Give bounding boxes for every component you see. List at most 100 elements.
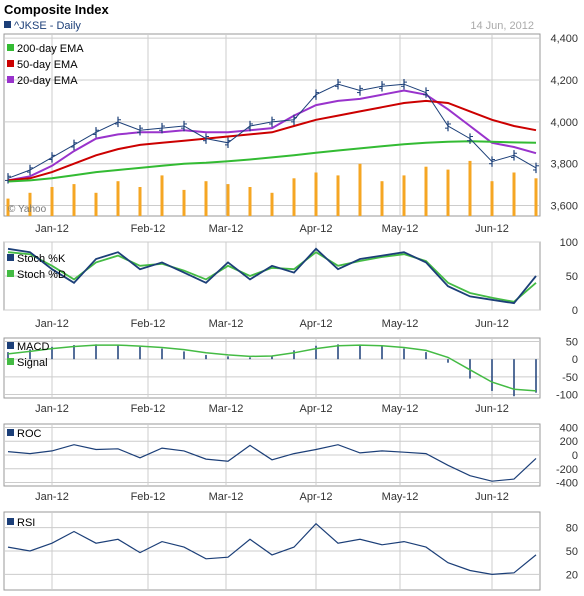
legend-stoch-d-swatch	[7, 270, 14, 277]
volume-bar	[94, 192, 98, 216]
signal-line	[7, 344, 537, 392]
stoch-d-line	[7, 251, 537, 303]
legend-rsi-label: RSI	[17, 517, 35, 529]
y-tick-label: 50	[566, 337, 578, 349]
x-tick-label: Jun-12	[475, 223, 509, 235]
x-tick-label: Jan-12	[35, 318, 69, 330]
volume-bar	[182, 189, 186, 216]
legend-ema-swatch	[7, 44, 14, 51]
volume-bar	[446, 169, 450, 216]
y-tick-label: 80	[566, 523, 578, 535]
y-tick-label: 0	[572, 305, 578, 317]
legend-ema-label: 20-day EMA	[17, 75, 78, 87]
volume-bar	[402, 175, 406, 216]
legend-stoch-k-label: Stoch %K	[17, 253, 66, 265]
y-tick-label: 0	[572, 354, 578, 366]
y-tick-label: 0	[572, 450, 578, 462]
y-tick-label: 100	[560, 237, 578, 249]
volume-bar	[50, 187, 54, 216]
y-tick-label: 4,400	[550, 33, 578, 45]
volume-bar	[160, 175, 164, 216]
legend-macd-label: MACD	[17, 341, 49, 353]
x-tick-label: Jan-12	[35, 403, 69, 415]
y-tick-label: -100	[556, 389, 578, 401]
y-tick-label: -400	[556, 478, 578, 490]
watermark: © Yahoo	[8, 204, 47, 215]
volume-bar	[248, 187, 252, 216]
y-tick-label: -200	[556, 464, 578, 476]
volume-bar	[6, 198, 10, 216]
x-tick-label: Apr-12	[299, 403, 332, 415]
ema-line	[7, 140, 537, 183]
ema-line	[7, 89, 537, 182]
volume-bar	[292, 178, 296, 216]
x-tick-label: Feb-12	[131, 223, 166, 235]
x-tick-label: May-12	[382, 318, 419, 330]
y-tick-label: 200	[560, 436, 578, 448]
y-tick-label: 400	[560, 422, 578, 434]
x-tick-label: Feb-12	[131, 403, 166, 415]
volume-bar	[380, 181, 384, 216]
volume-bar	[512, 172, 516, 216]
stochastic-panel: 100 50 0 Jan-12 Feb-12 Mar-12 Apr-12 May-12 Jun-…	[3, 237, 578, 330]
volume-bar	[534, 178, 538, 216]
y-tick-label: 4,000	[550, 117, 578, 129]
y-tick-label: 50	[566, 546, 578, 558]
volume-bar	[204, 181, 208, 216]
legend-ema-swatch	[7, 76, 14, 83]
series-color-swatch	[4, 21, 11, 28]
volume-bar	[72, 184, 76, 216]
x-tick-label: Jan-12	[35, 223, 69, 235]
x-tick-label: Jun-12	[475, 403, 509, 415]
x-tick-label: Jun-12	[475, 491, 509, 503]
ema-line	[7, 99, 537, 182]
legend-ema-label: 50-day EMA	[17, 59, 78, 71]
legend-stoch-k-swatch	[7, 254, 14, 261]
rsi-line	[7, 522, 537, 576]
rsi-panel: 80 50 20 RSI	[3, 511, 578, 591]
x-tick-label: May-12	[382, 403, 419, 415]
x-tick-label: Mar-12	[209, 403, 244, 415]
x-tick-label: May-12	[382, 491, 419, 503]
volume-bar	[468, 160, 472, 216]
y-tick-label: 3,800	[550, 159, 578, 171]
x-tick-label: Apr-12	[299, 491, 332, 503]
panel-frame	[3, 337, 541, 399]
y-tick-label: 3,600	[550, 201, 578, 213]
volume-bar	[358, 163, 362, 216]
x-tick-label: May-12	[382, 223, 419, 235]
roc-line	[7, 444, 537, 482]
x-tick-label: Feb-12	[131, 491, 166, 503]
x-tick-label: Apr-12	[299, 318, 332, 330]
y-tick-label: 4,200	[550, 75, 578, 87]
stoch-k-line	[7, 247, 537, 305]
y-tick-label: 50	[566, 271, 578, 283]
legend-ema-label: 200-day EMA	[17, 43, 84, 55]
date-label: 14 Jun, 2012	[470, 20, 534, 32]
y-tick-label: 20	[566, 569, 578, 581]
symbol-label: ^JKSE - Daily	[14, 20, 81, 32]
legend-stoch-d-label: Stoch %D	[17, 269, 66, 281]
legend-macd-swatch	[7, 342, 14, 349]
legend-roc-swatch	[7, 429, 14, 436]
volume-bar	[336, 175, 340, 216]
roc-panel: 400 200 0 -200 -400 Jan-12 Feb-12 Mar-12 Apr-12 M…	[3, 422, 578, 503]
price-panel: 4,400 4,200 4,000 3,800 3,600 Jan-12 Feb-12 Mar…	[3, 33, 578, 235]
volume-bar	[314, 172, 318, 216]
legend-signal-label: Signal	[17, 357, 48, 369]
x-tick-label: Mar-12	[209, 223, 244, 235]
x-tick-label: Mar-12	[209, 318, 244, 330]
volume-bar	[28, 192, 32, 216]
volume-bar	[226, 184, 230, 216]
macd-panel: 50 0 -50 -100 Jan-12 Feb-12 Mar-12 Apr-12 May-12…	[3, 337, 578, 415]
legend-rsi-swatch	[7, 518, 14, 525]
chart-title: Composite Index	[4, 2, 110, 17]
legend-signal-swatch	[7, 358, 14, 365]
volume-bar	[270, 192, 274, 216]
volume-bar	[116, 181, 120, 216]
x-tick-label: Jan-12	[35, 491, 69, 503]
legend-ema-swatch	[7, 60, 14, 67]
x-tick-label: Jun-12	[475, 318, 509, 330]
legend-roc-label: ROC	[17, 428, 42, 440]
